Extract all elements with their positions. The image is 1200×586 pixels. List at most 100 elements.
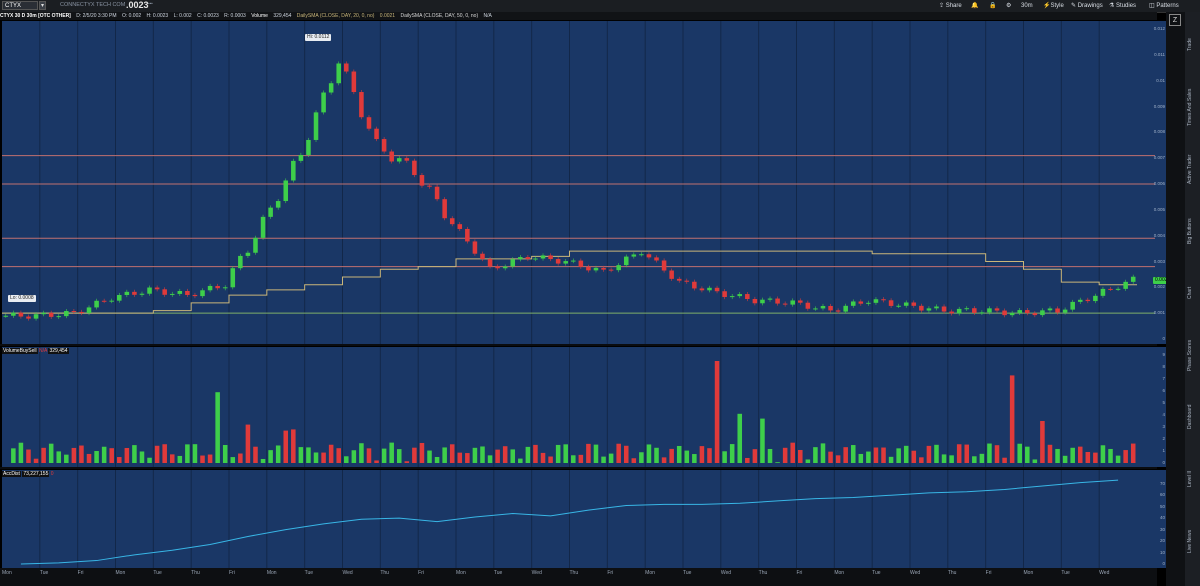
volume-bar <box>245 424 251 463</box>
volume-bar <box>351 450 357 463</box>
price-pane[interactable]: Hi: 0.0112 Lo: 0.0008 <box>2 21 1155 344</box>
candle-body <box>328 83 334 93</box>
volume-pane[interactable]: VolumeBuySell N/A 329,454 <box>2 347 1155 467</box>
company-name: CONNECTYX TECH COM <box>60 2 126 8</box>
symbol-input[interactable]: CTYX <box>2 1 38 10</box>
candle-body <box>775 298 780 304</box>
candle-body <box>33 314 39 319</box>
pane-divider[interactable] <box>0 467 1157 469</box>
candle-body <box>291 160 296 181</box>
candle-body <box>200 290 205 297</box>
volume-bar <box>1055 448 1060 463</box>
drawings-button[interactable]: ✎ Drawings <box>1071 3 1103 9</box>
volume-bar <box>48 443 54 463</box>
volume-bar <box>1009 375 1015 463</box>
volume-tick-label: 6 <box>1162 388 1165 393</box>
candle-body <box>3 315 9 317</box>
time-tick-label: Thu <box>380 570 389 576</box>
sma50-value: N/A <box>483 13 492 19</box>
style-button[interactable]: ⚡Style <box>1043 3 1064 9</box>
volume-bar <box>56 451 62 463</box>
candle-body <box>533 258 538 260</box>
volume-bar <box>518 458 523 463</box>
volume-bar <box>956 444 962 463</box>
volume-bar <box>873 447 879 463</box>
volume-bar <box>722 451 727 463</box>
side-tab[interactable]: Phase Scores <box>1187 339 1193 371</box>
candle-body <box>835 310 841 312</box>
side-tab[interactable]: Level II <box>1187 470 1193 488</box>
time-tick-label: Thu <box>758 570 768 576</box>
candle-body <box>979 312 985 314</box>
candle-body <box>11 312 16 316</box>
candle-body <box>344 63 349 72</box>
candle-body <box>124 291 130 296</box>
accdist-pane[interactable]: AccDist 73,227,155 0 <box>2 470 1155 568</box>
candle-body <box>919 305 924 311</box>
volume-bar <box>1047 444 1053 463</box>
volume-na: N/A <box>39 348 48 354</box>
accdist-zero: 0 <box>50 471 54 477</box>
sma20-label: DailySMA (CLOSE, DAY, 20, 0, no) <box>296 13 375 19</box>
volume-bar <box>661 457 667 463</box>
volume-bar <box>798 449 803 463</box>
candle-body <box>1062 309 1068 313</box>
candle-body <box>1085 299 1091 302</box>
candle-body <box>117 295 122 301</box>
volume-bar <box>1070 447 1075 463</box>
candle-body <box>298 154 304 161</box>
candle-body <box>412 160 417 176</box>
time-tick-label: Fri <box>418 570 424 576</box>
alert-icon[interactable]: 🔔 <box>971 3 979 9</box>
side-tab[interactable]: Times And Sales <box>1187 88 1193 126</box>
side-tab[interactable]: Live News <box>1187 529 1193 553</box>
share-button[interactable]: ⇪ Share <box>939 3 962 9</box>
accdist-tick-label: 70 <box>1159 480 1165 486</box>
candle-body <box>956 308 962 314</box>
candle-body <box>563 261 568 264</box>
side-tab[interactable]: Trade <box>1187 38 1193 52</box>
side-tab[interactable]: Dashboard <box>1187 404 1193 430</box>
volume-bar <box>1032 459 1038 463</box>
volume-bar <box>457 452 463 463</box>
lo-label: Lo: 0.0008 <box>8 295 36 302</box>
candle-body <box>1070 301 1075 310</box>
candle-body <box>94 300 99 308</box>
volume-bar <box>707 448 712 463</box>
interval-button[interactable]: 30m <box>1021 3 1033 9</box>
candle-body <box>48 312 54 317</box>
accdist-tick-label: 10 <box>1159 549 1165 555</box>
studies-button[interactable]: ⚗ Studies <box>1109 3 1137 9</box>
side-tab[interactable]: Active Trader <box>1187 154 1193 184</box>
candle-body <box>571 260 576 262</box>
volume-bar <box>381 448 387 463</box>
patterns-button[interactable]: ◫ Patterns <box>1149 3 1179 9</box>
volume-bar <box>548 456 553 463</box>
chevron-down-icon[interactable]: ▾ <box>39 1 46 10</box>
accdist-tick-label: 50 <box>1159 503 1165 509</box>
price-chart <box>2 21 1155 344</box>
volume-bar <box>510 449 516 463</box>
gear-icon[interactable]: ⚙ <box>1006 3 1012 9</box>
candle-body <box>502 266 508 269</box>
accdist-title: AccDist <box>2 471 21 477</box>
volume-bar <box>934 444 939 463</box>
volume-value: 329,454 <box>273 13 292 19</box>
volume-bar <box>1085 451 1091 463</box>
lock-icon[interactable]: 🔒 <box>989 3 997 9</box>
candle-body <box>132 291 137 295</box>
candle-body <box>866 302 871 304</box>
bar-datetime: D: 2/5/20 3:30 PM <box>76 13 117 19</box>
side-tab[interactable]: Big Buttons <box>1187 218 1193 244</box>
pane-divider[interactable] <box>0 344 1157 346</box>
share-icon: ⇪ <box>939 3 946 9</box>
candle-body <box>911 302 917 306</box>
volume-bar <box>238 453 243 463</box>
expand-icon[interactable]: Z <box>1169 14 1181 26</box>
chart-side-scroll[interactable]: Z <box>1166 12 1185 586</box>
side-tab[interactable]: Chart <box>1187 286 1193 300</box>
time-tick-label: Tue <box>39 570 49 576</box>
candle-body <box>941 306 947 312</box>
volume-bar <box>79 445 84 463</box>
candle-body <box>1077 299 1083 302</box>
